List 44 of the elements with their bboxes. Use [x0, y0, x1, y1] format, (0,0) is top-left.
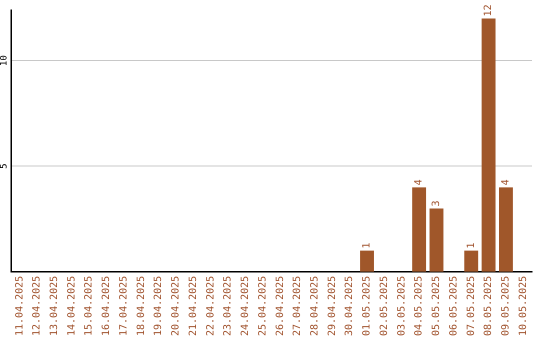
- x-tick-label: 07.05.2025: [466, 276, 477, 336]
- y-tick-label: 5: [0, 164, 10, 169]
- x-tick-label: 28.04.2025: [310, 276, 321, 336]
- data-label: 1: [362, 242, 373, 249]
- x-tick-label: 14.04.2025: [66, 276, 78, 336]
- x-tick-label: 26.04.2025: [274, 276, 286, 336]
- x-tick-label: 09.05.2025: [500, 276, 512, 336]
- x-tick-label: 10.05.2025: [518, 276, 529, 336]
- x-tick-label: 22.04.2025: [205, 276, 216, 336]
- x-tick-label: 17.04.2025: [118, 276, 130, 336]
- x-tick-label: 20.04.2025: [170, 276, 182, 336]
- bar: [499, 187, 513, 272]
- x-tick-label: 01.05.2025: [362, 276, 373, 336]
- x-tick-label: 05.05.2025: [431, 276, 442, 336]
- bar: [464, 250, 478, 272]
- x-tick-label: 13.04.2025: [49, 276, 60, 336]
- bar: [482, 18, 496, 272]
- x-tick-label: 30.04.2025: [344, 276, 356, 336]
- data-label: 12: [483, 4, 494, 16]
- bar: [412, 187, 426, 272]
- x-tick-label: 16.04.2025: [101, 276, 112, 336]
- data-label: 4: [500, 179, 512, 186]
- data-label: 3: [431, 200, 442, 206]
- x-tick-label: 21.04.2025: [188, 276, 199, 336]
- x-tick-label: 04.05.2025: [414, 276, 425, 336]
- x-tick-label: 11.04.2025: [14, 276, 26, 336]
- x-tick-label: 06.05.2025: [448, 276, 460, 336]
- x-tick-label: 24.04.2025: [240, 276, 252, 336]
- bar: [360, 250, 374, 272]
- bar: [430, 208, 444, 272]
- x-tick-label: 15.04.2025: [84, 276, 95, 336]
- y-tick-label: 10: [0, 55, 10, 66]
- data-label: 1: [466, 242, 477, 249]
- x-tick-label: 23.04.2025: [222, 276, 234, 336]
- x-tick-label: 03.05.2025: [396, 276, 408, 336]
- x-tick-label: 27.04.2025: [292, 276, 304, 336]
- x-tick-label: 18.04.2025: [136, 276, 147, 336]
- x-tick-label: 08.05.2025: [483, 276, 494, 336]
- x-tick-label: 29.04.2025: [326, 276, 338, 336]
- x-tick-label: 12.04.2025: [32, 276, 43, 336]
- x-tick-label: 25.04.2025: [257, 276, 268, 336]
- data-label: 4: [414, 179, 425, 186]
- x-tick-label: 02.05.2025: [378, 276, 390, 336]
- x-tick-label: 19.04.2025: [153, 276, 164, 336]
